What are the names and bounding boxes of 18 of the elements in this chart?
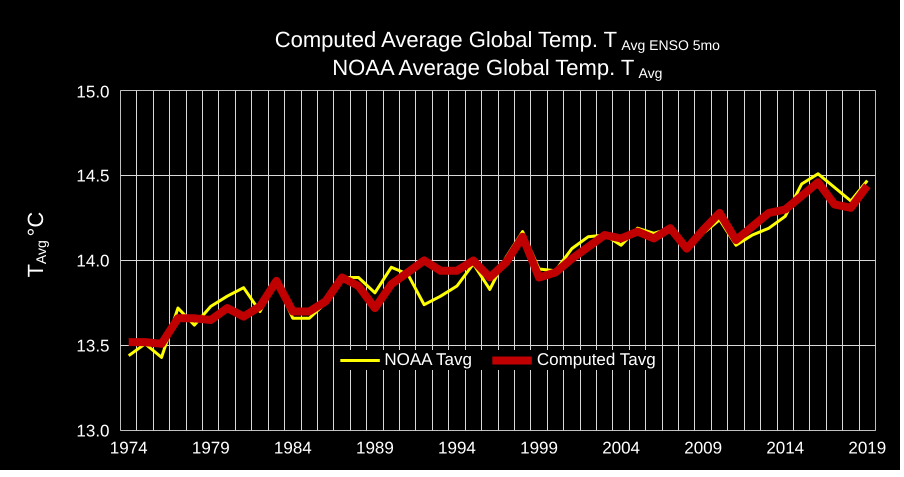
y-tick-label: 15.0	[76, 82, 110, 102]
x-tick-label: 1979	[192, 438, 230, 458]
y-axis-title: TAvg °C	[23, 212, 49, 278]
y-tick-label: 14.5	[76, 166, 110, 186]
x-tick-label: 1994	[438, 438, 476, 458]
x-tick-label: 2004	[602, 438, 640, 458]
x-tick-label: 2019	[848, 438, 886, 458]
x-tick-label: 1984	[274, 438, 312, 458]
x-tick-label: 2014	[766, 438, 804, 458]
y-tick-label: 14.0	[76, 252, 110, 270]
x-tick-label: 1999	[520, 438, 558, 458]
legend-label: NOAA Tavg	[384, 350, 472, 370]
x-tick-label: 1974	[110, 438, 148, 458]
x-tick-label: 2009	[684, 438, 722, 458]
y-tick-label: 13.0	[76, 422, 110, 440]
y-tick-label: 13.5	[76, 336, 110, 356]
x-tick-label: 1989	[356, 438, 394, 458]
legend-label: Computed Tavg	[536, 350, 656, 370]
